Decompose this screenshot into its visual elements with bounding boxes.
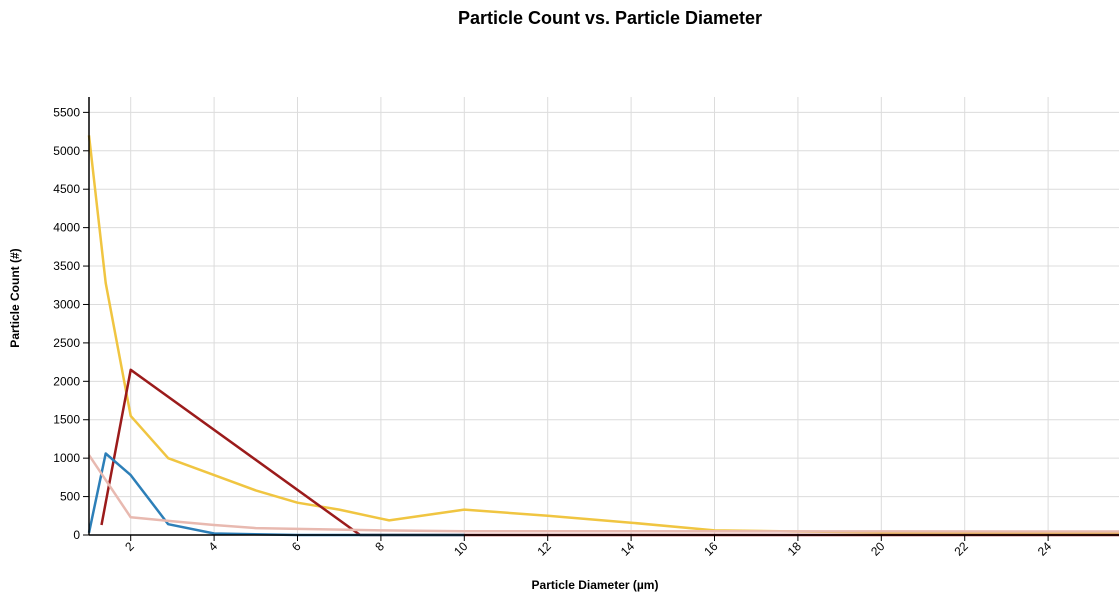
y-tick-label: 5500: [53, 105, 80, 119]
x-tick-label: 18: [785, 539, 805, 559]
x-tick-label: 14: [618, 539, 638, 559]
x-tick-label: 8: [372, 539, 387, 554]
series-line: [100, 368, 1119, 537]
x-tick-label: 20: [868, 539, 888, 559]
x-tick-label: 4: [206, 539, 221, 554]
y-axis-label: Particle Count (#): [8, 248, 22, 348]
y-tick-label: 1500: [53, 413, 80, 427]
chart-title: Particle Count vs. Particle Diameter: [457, 8, 763, 28]
x-tick-label: 2: [122, 539, 137, 554]
grid-lines: [89, 97, 1119, 535]
y-tick-label: 3000: [53, 297, 80, 311]
y-tick-label: 4000: [53, 221, 80, 235]
y-tick-label: 5000: [53, 144, 80, 158]
axes: 0 500 1000 1500 2000 2500 3000 3500 4000 4500 5000…: [53, 97, 1119, 559]
y-tick-label: 2500: [53, 336, 80, 350]
x-tick-label: 6: [289, 539, 304, 554]
y-tick-label: 3500: [53, 259, 80, 273]
y-tick-label: 0: [73, 528, 80, 542]
x-tick-label: 24: [1035, 539, 1055, 559]
y-tick-label: 4500: [53, 182, 80, 196]
series-line: [87, 452, 465, 537]
x-tick-label: 10: [451, 539, 471, 559]
series-line: [87, 454, 1119, 533]
y-tick-label: 2000: [53, 374, 80, 388]
y-tick-label: 500: [60, 490, 80, 504]
y-tick-label: 1000: [53, 451, 80, 465]
x-tick-label: 12: [534, 539, 554, 559]
x-tick-label: 16: [701, 539, 721, 559]
x-tick-label: 22: [951, 539, 971, 559]
x-axis-label: Particle Diameter (µm): [531, 578, 659, 592]
